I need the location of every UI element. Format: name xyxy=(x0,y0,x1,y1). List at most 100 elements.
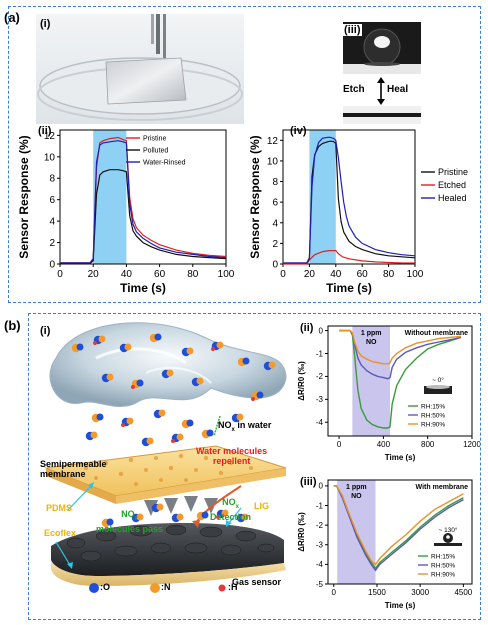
molecule-atom xyxy=(256,391,264,399)
x-axis-label: Time (s) xyxy=(326,281,372,295)
panel-a-ii-label: (ii) xyxy=(38,125,52,137)
y-tick-label: -3 xyxy=(316,395,324,404)
molecule-atom xyxy=(126,417,134,425)
molecule-atom xyxy=(176,513,184,521)
droplet-icon-surface xyxy=(434,543,462,546)
molecule-atom xyxy=(166,369,174,377)
legend-entry: RH:50% xyxy=(421,412,445,419)
y-tick-label: 6 xyxy=(272,198,278,209)
panel-b-iii-label: (iii) xyxy=(300,476,317,488)
petri-dish-photo xyxy=(36,14,244,124)
nox-in-water-label-a: NO xyxy=(218,420,232,430)
y-axis-label: Sensor Response (%) xyxy=(17,135,31,258)
nox-pass-line1: NOx xyxy=(96,509,163,524)
lig-label: LIG xyxy=(254,501,269,511)
legend-entry: Water-Rinsed xyxy=(143,159,186,166)
molecule-atom xyxy=(106,518,114,526)
stimulus-band xyxy=(352,326,391,436)
series-line-rh-90- xyxy=(339,329,461,365)
legend-entry: Polluted xyxy=(143,147,168,154)
panel-b-ii-label: (ii) xyxy=(300,322,314,334)
droplet-photo-bottom xyxy=(343,106,421,124)
molecule-atom xyxy=(98,335,106,343)
y-tick-label: 2 xyxy=(272,239,278,250)
series-line-pristine xyxy=(283,140,416,264)
x-tick-label: 40 xyxy=(330,269,342,280)
x-tick-label: 400 xyxy=(377,440,391,449)
y-tick-label: 2 xyxy=(49,238,55,249)
molecule-atom xyxy=(176,433,184,441)
x-tick-label: 1500 xyxy=(368,588,386,597)
nox-pass-label: NOx molecules pass xyxy=(96,509,163,534)
molecule-atom xyxy=(154,333,162,341)
y-tick-label: -4 xyxy=(316,418,324,427)
chart-b-iii: 0 1500 3000 4500 0 -1 -2 -3 -4 -5 Time (s) ΔR/R0 (‰… xyxy=(297,479,473,610)
annotation-membrane: With membrane xyxy=(416,484,469,491)
annotation-gas: NO xyxy=(366,339,377,346)
y-tick-label: 10 xyxy=(267,156,279,167)
panel-a-i-label: (i) xyxy=(40,18,51,30)
x-tick-label: 20 xyxy=(88,269,100,280)
y-tick-label: 8 xyxy=(49,174,55,185)
legend-entry: RH:90% xyxy=(421,421,445,428)
y-tick-label: 0 xyxy=(49,260,55,271)
nox-detection-line1: NOx xyxy=(210,497,251,512)
panel-a-label: (a) xyxy=(4,10,20,25)
molecule-atom xyxy=(136,379,144,387)
panel-b-i-label: (i) xyxy=(40,325,51,337)
series-line-healed xyxy=(283,136,416,264)
legend-nitrogen: :N xyxy=(161,582,171,592)
nox-pass-line1-a: NO xyxy=(121,509,135,519)
stimulus-band xyxy=(93,130,127,264)
series-line-rh-90- xyxy=(333,485,464,566)
panel-a-iv-label: (iv) xyxy=(290,125,307,137)
x-tick-label: 100 xyxy=(218,269,234,280)
axes-frame xyxy=(327,325,473,437)
axes-frame xyxy=(327,479,473,585)
x-tick-label: 0 xyxy=(337,440,342,449)
molecule-atom xyxy=(216,341,224,349)
nox-in-water-label-b: in water xyxy=(234,420,272,430)
y-tick-label: 8 xyxy=(272,177,278,188)
panel-b-label: (b) xyxy=(4,318,21,333)
y-tick-label: 0 xyxy=(319,482,324,491)
semipermeable-line1: Semipermeable xyxy=(40,459,107,469)
molecule-atom xyxy=(158,409,166,417)
nox-detection-line1-sub: x xyxy=(235,503,239,510)
legend-entry: RH:50% xyxy=(431,562,455,569)
molecule-atom xyxy=(121,423,125,427)
water-repellent-label: Water molecules repellent xyxy=(196,446,267,466)
panel-a-iii-label: (iii) xyxy=(343,24,362,36)
molecule-atom xyxy=(186,419,194,427)
y-axis-label: ΔR/R0 (‰) xyxy=(297,361,306,401)
x-tick-label: 1200 xyxy=(463,440,480,449)
legend-oxygen: :O xyxy=(100,582,110,592)
nox-pass-line2: molecules pass xyxy=(96,523,164,534)
y-tick-label: 12 xyxy=(44,131,56,142)
axes-frame xyxy=(59,129,227,265)
x-tick-label: 40 xyxy=(121,269,133,280)
legend-entry: Pristine xyxy=(143,135,166,142)
x-tick-label: 800 xyxy=(421,440,435,449)
series-line-rh-50- xyxy=(339,329,462,380)
x-tick-label: 80 xyxy=(383,269,395,280)
etch-heal-arrow xyxy=(341,76,421,106)
x-axis-label: Time (s) xyxy=(120,281,166,295)
x-axis-label: Time (s) xyxy=(385,453,416,462)
molecule-atom xyxy=(216,515,220,519)
molecule-atom xyxy=(76,343,84,351)
legend-hydrogen: :H xyxy=(228,582,238,592)
series-line-polluted xyxy=(60,169,227,265)
y-tick-label: -5 xyxy=(316,580,324,589)
molecule-atom xyxy=(124,343,132,351)
nox-in-water-label-sub: x xyxy=(231,426,235,433)
x-tick-label: 60 xyxy=(154,269,166,280)
legend-entry: RH:15% xyxy=(431,553,455,560)
x-tick-label: 3000 xyxy=(411,588,429,597)
y-tick-label: 0 xyxy=(272,260,278,271)
y-tick-label: 12 xyxy=(267,136,279,147)
panel-a-frame xyxy=(8,6,481,303)
droplet-icon-shine xyxy=(426,385,450,389)
nox-detection-label: NOx Detection xyxy=(210,497,251,522)
stimulus-band xyxy=(309,130,336,264)
